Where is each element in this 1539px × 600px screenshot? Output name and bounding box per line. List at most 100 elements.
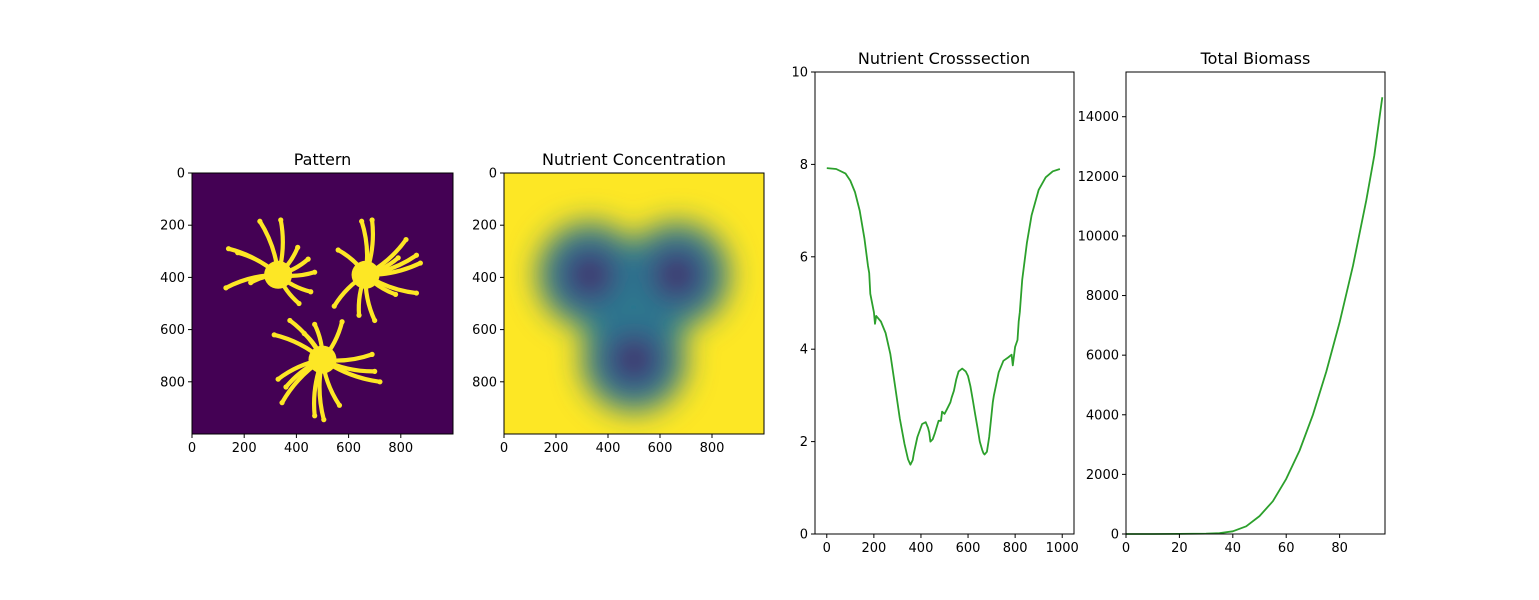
pattern-branch-tip bbox=[359, 218, 365, 224]
pattern-colony-center bbox=[351, 260, 380, 289]
nutrient-concentration-xtick-label: 800 bbox=[700, 441, 725, 456]
pattern-branch-tip bbox=[377, 379, 383, 385]
nutrient-concentration-xtick-label: 600 bbox=[648, 441, 673, 456]
nutrient-crosssection-ytick-label: 2 bbox=[800, 435, 808, 450]
nutrient-concentration-xtick-label: 0 bbox=[500, 441, 508, 456]
nutrient-concentration-ytick-label: 800 bbox=[472, 375, 497, 390]
pattern-ticks: 0 200 400 600 800 0 200 400 600 800 bbox=[160, 167, 413, 457]
pattern-branch-tip bbox=[372, 368, 378, 374]
total-biomass-xtick-label: 80 bbox=[1331, 541, 1348, 556]
pattern-branch-tip bbox=[312, 321, 318, 327]
pattern-image bbox=[192, 173, 453, 434]
pattern-branch-tip bbox=[403, 236, 409, 243]
pattern-background bbox=[192, 173, 453, 434]
nutrient-crosssection-ytick-label: 4 bbox=[800, 343, 808, 358]
pattern-branch-tip bbox=[335, 247, 341, 253]
pattern-branch-tip bbox=[283, 384, 289, 390]
total-biomass-ytick-label: 0 bbox=[1111, 528, 1119, 543]
pattern-branch-tip bbox=[287, 317, 293, 324]
pattern-branch-tip bbox=[223, 285, 229, 291]
pattern-branch-tip bbox=[295, 244, 301, 250]
pattern-branch-tip bbox=[413, 290, 420, 296]
pattern-branch-tip bbox=[413, 252, 420, 258]
pattern-branch-tip bbox=[356, 312, 362, 318]
pattern-panel: Pattern 0 200 400 600 800 0 200 400 600 800 bbox=[160, 150, 454, 457]
nutrient-crosssection-ytick-label: 0 bbox=[800, 528, 808, 543]
nutrient-core bbox=[573, 258, 606, 291]
total-biomass-ytick-label: 4000 bbox=[1086, 408, 1119, 423]
pattern-branch-tip bbox=[271, 332, 277, 338]
total-biomass-xtick-label: 20 bbox=[1171, 541, 1188, 556]
pattern-branch-tip bbox=[305, 256, 311, 262]
nutrient-crosssection-line bbox=[826, 167, 1061, 466]
total-biomass-ytick-label: 6000 bbox=[1086, 349, 1119, 364]
total-biomass-ytick-label: 14000 bbox=[1078, 110, 1119, 125]
nutrient-concentration-xtick-label: 200 bbox=[544, 441, 569, 456]
pattern-branch-tip bbox=[296, 300, 302, 307]
total-biomass-ticks: 0 20 40 60 80 0 2000 4000 6000 8000 10000 12000 1400… bbox=[1078, 110, 1348, 556]
pattern-xtick-label: 600 bbox=[336, 441, 361, 456]
nutrient-crosssection-ticks: 0 200 400 600 800 1000 0 2 4 6 8 10 bbox=[791, 66, 1078, 557]
nutrient-crosssection-xtick-label: 1000 bbox=[1046, 541, 1079, 556]
total-biomass-line bbox=[1126, 97, 1384, 535]
pattern-xtick-label: 800 bbox=[388, 441, 413, 456]
pattern-ytick-label: 400 bbox=[160, 271, 185, 286]
pattern-frame bbox=[191, 172, 454, 435]
pattern-branch-tip bbox=[301, 330, 307, 337]
pattern-branch-tip bbox=[331, 303, 337, 309]
pattern-title: Pattern bbox=[294, 150, 352, 169]
pattern-branch-tip bbox=[312, 269, 318, 275]
nutrient-crosssection-xtick-label: 600 bbox=[956, 541, 981, 556]
nutrient-core bbox=[618, 343, 650, 376]
total-biomass-ytick-label: 2000 bbox=[1086, 468, 1119, 483]
nutrient-crosssection-frame bbox=[814, 71, 1075, 535]
total-biomass-ytick-label: 8000 bbox=[1086, 289, 1119, 304]
total-biomass-ytick-label: 10000 bbox=[1078, 229, 1119, 244]
nutrient-crosssection-ytick-label: 10 bbox=[791, 66, 808, 81]
total-biomass-ytick-label: 12000 bbox=[1078, 170, 1119, 185]
pattern-branch-tip bbox=[369, 217, 375, 223]
pattern-branch-tip bbox=[248, 280, 254, 286]
nutrient-concentration-image bbox=[504, 173, 764, 434]
nutrient-crosssection-xtick-label: 800 bbox=[1003, 541, 1028, 556]
nutrient-concentration-panel: Nutrient Concentration 0 200 400 600 800 0 200… bbox=[472, 150, 765, 456]
nutrient-concentration-ytick-label: 600 bbox=[472, 323, 497, 338]
pattern-branch-tip bbox=[417, 260, 423, 266]
nutrient-crosssection-xtick-label: 0 bbox=[823, 541, 831, 556]
pattern-colony-center bbox=[308, 345, 337, 374]
nutrient-crosssection-title: Nutrient Crosssection bbox=[858, 49, 1030, 68]
nutrient-concentration-xtick-label: 400 bbox=[596, 441, 621, 456]
pattern-branch-tip bbox=[392, 291, 399, 297]
nutrient-concentration-ytick-label: 200 bbox=[472, 219, 497, 234]
pattern-branch-tip bbox=[321, 417, 327, 423]
nutrient-crosssection-panel: Nutrient Crosssection 0 200 400 600 800 1000 0… bbox=[791, 49, 1078, 556]
total-biomass-xtick-label: 60 bbox=[1278, 541, 1295, 556]
total-biomass-frame bbox=[1125, 71, 1386, 535]
pattern-branch-tip bbox=[278, 217, 284, 223]
nutrient-concentration-ytick-label: 0 bbox=[489, 167, 497, 182]
pattern-xtick-label: 0 bbox=[188, 441, 196, 456]
pattern-branch-tip bbox=[308, 289, 314, 295]
nutrient-crosssection-ytick-label: 8 bbox=[800, 158, 808, 173]
pattern-branch-tip bbox=[279, 400, 285, 406]
pattern-branch-tip bbox=[395, 255, 401, 261]
nutrient-core bbox=[660, 258, 693, 291]
pattern-branch-tip bbox=[235, 250, 241, 256]
total-biomass-panel: Total Biomass 0 20 40 60 80 0 2000 4000 6000 8000… bbox=[1078, 49, 1386, 556]
pattern-branch-tip bbox=[275, 376, 281, 382]
pattern-xtick-label: 200 bbox=[232, 441, 257, 456]
nutrient-crosssection-xtick-label: 200 bbox=[861, 541, 886, 556]
pattern-branch-tip bbox=[339, 319, 345, 325]
pattern-branch-tip bbox=[372, 317, 378, 324]
pattern-colony-center bbox=[264, 260, 293, 289]
pattern-branch-tip bbox=[312, 413, 318, 419]
pattern-ytick-label: 0 bbox=[177, 167, 185, 182]
nutrient-crosssection-xtick-label: 400 bbox=[909, 541, 934, 556]
nutrient-concentration-title: Nutrient Concentration bbox=[542, 150, 726, 169]
pattern-branch-tip bbox=[336, 402, 343, 408]
total-biomass-title: Total Biomass bbox=[1200, 49, 1311, 68]
pattern-xtick-label: 400 bbox=[284, 441, 309, 456]
nutrient-depletion-zone bbox=[537, 222, 729, 412]
nutrient-concentration-frame bbox=[503, 172, 765, 435]
